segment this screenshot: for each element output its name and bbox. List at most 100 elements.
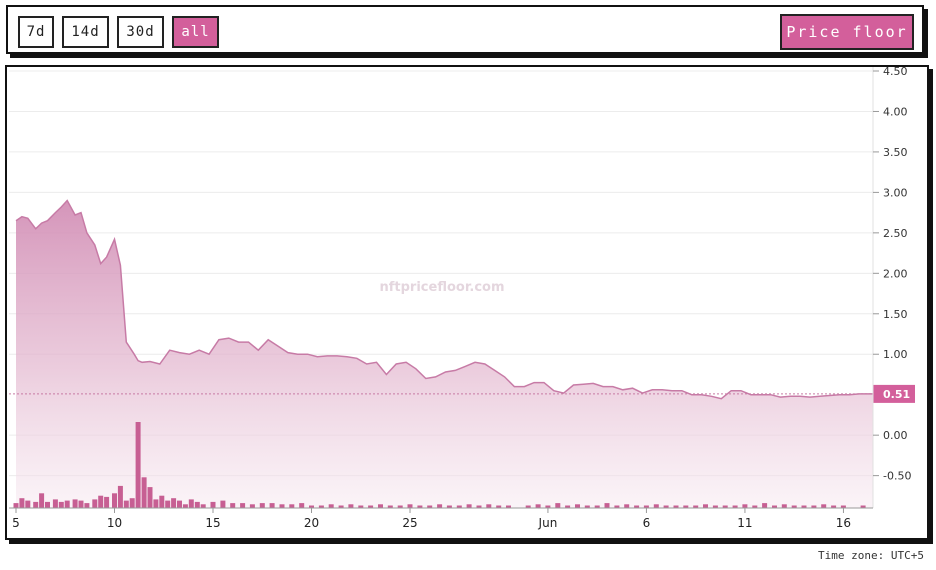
volume-bar — [624, 504, 630, 508]
volume-bar — [417, 505, 423, 508]
volume-bar — [752, 505, 758, 508]
volume-bar — [643, 505, 649, 508]
chart-frame: nftpricefloor.com 0.51 4.50 4.00 3.50 3.00 2… — [5, 65, 929, 540]
y-tick-label: 3.00 — [883, 186, 908, 199]
volume-bar — [171, 498, 177, 508]
volume-bar — [811, 505, 817, 508]
volume-bar — [762, 503, 768, 508]
volume-bar — [703, 504, 708, 508]
y-tick-label: 0.00 — [883, 429, 908, 442]
volume-bar — [575, 504, 580, 508]
volume-bar — [437, 504, 443, 508]
volume-bar — [673, 505, 679, 508]
volume-bar — [249, 504, 255, 508]
volume-bar — [584, 505, 590, 508]
volume-bar — [663, 505, 669, 508]
volume-bar — [387, 505, 393, 508]
volume-bar — [555, 503, 561, 508]
volume-bar — [177, 500, 182, 508]
volume-bar — [92, 499, 98, 508]
volume-bar — [104, 496, 110, 508]
volume-bar — [378, 504, 383, 508]
volume-bar — [240, 503, 246, 508]
volume-bar — [614, 505, 620, 508]
price-floor-chart: nftpricefloor.com 0.51 4.50 4.00 3.50 3.00 2… — [9, 65, 915, 530]
volume-bar — [476, 505, 482, 508]
volume-bar — [496, 505, 502, 508]
volume-bar — [269, 503, 275, 508]
y-axis: 4.50 4.00 3.50 3.00 2.50 2.00 1.50 1.00 0.00 -0.5… — [872, 65, 911, 508]
volume-bar — [456, 505, 462, 508]
volume-bar — [338, 505, 344, 508]
volume-bar — [506, 505, 511, 508]
volume-bar — [33, 501, 39, 508]
volume-bar — [653, 504, 659, 508]
volume-bar — [683, 505, 689, 508]
volume-bar — [279, 504, 285, 508]
volume-bar — [194, 501, 200, 508]
y-tick-label: 2.50 — [883, 227, 908, 240]
volume-bar — [78, 500, 84, 508]
volume-bar — [604, 503, 610, 508]
y-tick-label: 4.50 — [883, 67, 908, 78]
volume-bar — [210, 501, 216, 508]
price-area-fill — [16, 200, 873, 508]
volume-bar — [831, 505, 837, 508]
volume-bar — [13, 503, 19, 508]
chart-toolbar: 7d 14d 30d all Price floor — [6, 5, 924, 54]
volume-bar — [634, 505, 640, 508]
price-area — [15, 199, 873, 508]
volume-bar — [309, 505, 314, 508]
current-price-label: 0.51 — [883, 388, 910, 401]
volume-bar — [58, 501, 64, 508]
volume-bar — [427, 505, 433, 508]
volume-bar — [840, 505, 846, 508]
volume-bar — [693, 505, 699, 508]
volume-bar — [486, 504, 492, 508]
volume-bar — [39, 493, 45, 508]
volume-bar — [860, 505, 866, 508]
volume-bar — [52, 499, 58, 508]
volume-bars — [13, 422, 866, 508]
y-tick-label: 1.50 — [883, 308, 908, 321]
volume-bar — [525, 505, 531, 508]
x-tick-label: Jun — [538, 516, 558, 530]
volume-bar — [712, 505, 718, 508]
volume-bar — [772, 505, 777, 508]
volume-bar — [545, 505, 551, 508]
volume-bar — [446, 505, 452, 508]
price-line — [15, 199, 873, 400]
volume-bar — [220, 500, 226, 508]
timezone-label: Time zone: UTC+5 — [818, 549, 924, 562]
volume-bar — [147, 487, 153, 508]
volume-bar — [84, 503, 90, 508]
volume-bar — [112, 493, 117, 508]
price-floor-button[interactable]: Price floor — [780, 14, 914, 50]
range-button-14d[interactable]: 14d — [62, 16, 109, 48]
volume-bar — [19, 498, 25, 508]
volume-bar — [821, 504, 827, 508]
volume-bar — [299, 503, 305, 508]
volume-bar — [98, 495, 104, 508]
range-button-30d[interactable]: 30d — [117, 16, 164, 48]
range-button-7d[interactable]: 7d — [18, 16, 54, 48]
volume-bar — [141, 477, 147, 508]
volume-bar — [117, 485, 123, 508]
y-tick-label: 4.00 — [883, 105, 908, 118]
volume-bar — [368, 505, 374, 508]
range-button-all[interactable]: all — [172, 16, 219, 48]
volume-bar — [135, 422, 141, 508]
volume-bar — [466, 504, 472, 508]
volume-bar — [129, 498, 135, 508]
volume-bar — [348, 504, 354, 508]
y-tick-label: 2.00 — [883, 267, 908, 280]
volume-bar — [594, 505, 600, 508]
x-tick-label: 11 — [737, 516, 752, 530]
x-tick-label: 16 — [836, 516, 851, 530]
volume-bar — [791, 505, 797, 508]
volume-bar — [64, 500, 70, 508]
volume-bar — [397, 505, 403, 508]
volume-bar — [25, 500, 31, 508]
x-tick-label: 6 — [643, 516, 651, 530]
volume-bar — [801, 505, 807, 508]
